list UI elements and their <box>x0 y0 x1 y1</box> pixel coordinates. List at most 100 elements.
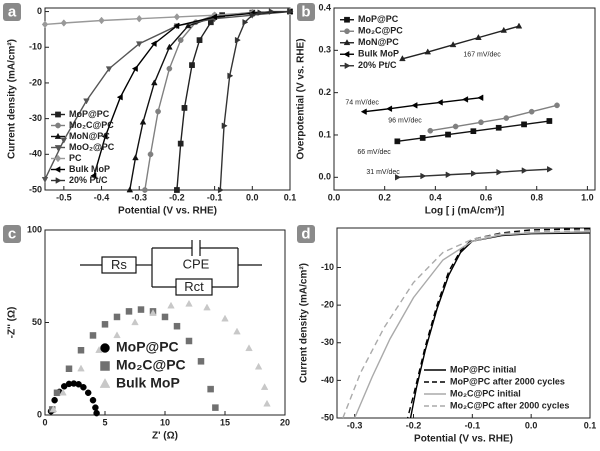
x-tick-label: -0.3 <box>347 420 363 430</box>
x-tick-label: 15 <box>220 417 230 427</box>
plot-frame <box>336 227 591 419</box>
marker <box>528 108 535 115</box>
annotation: 31 mV/dec <box>366 169 400 176</box>
marker <box>89 396 97 404</box>
marker <box>495 124 502 131</box>
marker <box>203 303 211 311</box>
y-axis-label: Current density (mA/cm²) <box>7 39 18 159</box>
legend-marker <box>54 166 61 173</box>
x-tick-label: 10 <box>160 417 170 427</box>
legend-label: MoN@PC <box>69 131 110 141</box>
panel-tag <box>297 225 315 243</box>
marker <box>184 22 192 29</box>
panel-label: d <box>301 225 310 242</box>
marker <box>177 37 184 43</box>
series-line <box>93 10 291 176</box>
y-tick-label: 0.2 <box>318 87 331 97</box>
marker <box>424 48 432 55</box>
marker <box>521 167 528 174</box>
marker <box>49 405 58 413</box>
y-tick-label: 0 <box>37 409 42 419</box>
marker <box>113 331 121 339</box>
y-tick-label: -50 <box>321 412 334 422</box>
marker <box>242 18 249 26</box>
series-line <box>430 104 558 132</box>
y-tick-label: -30 <box>29 113 42 123</box>
annotation: 66 mV/dec <box>357 149 391 156</box>
marker <box>41 176 49 183</box>
marker <box>221 314 229 322</box>
series-line <box>364 97 482 113</box>
marker <box>147 151 154 158</box>
marker <box>207 385 214 393</box>
marker <box>51 396 58 404</box>
marker <box>92 404 99 411</box>
marker <box>462 96 469 103</box>
series-line <box>402 25 520 60</box>
x-axis-label: Potential (V vs. RHE) <box>118 206 217 217</box>
marker <box>59 388 67 396</box>
marker <box>83 98 90 105</box>
marker <box>478 119 484 126</box>
series-line <box>44 10 291 180</box>
x-tick-label: -0.5 <box>56 192 72 202</box>
legend-label: 20% Pt/C <box>69 175 108 185</box>
marker <box>268 8 275 15</box>
x-tick-label: 0.6 <box>480 192 493 202</box>
marker <box>105 66 113 73</box>
marker <box>452 123 459 130</box>
y-tick-label: -10 <box>321 262 334 272</box>
marker <box>116 93 123 101</box>
x-tick-label: 0 <box>42 417 47 427</box>
legend-marker <box>344 16 350 23</box>
marker <box>217 186 224 194</box>
panel-tag <box>3 225 21 243</box>
marker <box>197 358 205 365</box>
marker <box>173 13 181 21</box>
legend-label: MoP@PC initial <box>450 364 516 374</box>
x-axis-label: Z' (Ω) <box>152 431 178 442</box>
panel-label: c <box>8 225 16 242</box>
marker <box>167 301 175 309</box>
x-tick-label: -0.1 <box>207 192 223 202</box>
marker <box>89 332 97 339</box>
marker <box>90 172 97 180</box>
x-tick-label: 0.0 <box>328 192 341 202</box>
marker <box>547 165 554 173</box>
marker <box>161 313 169 321</box>
marker <box>53 389 61 397</box>
marker <box>399 55 406 62</box>
legend-marker <box>54 132 62 139</box>
legend-label: Mo₂C@PC <box>69 120 114 130</box>
marker <box>136 14 143 23</box>
y-tick-label: 100 <box>27 224 42 234</box>
marker <box>132 154 139 161</box>
marker <box>131 65 138 72</box>
resistor <box>101 256 137 274</box>
marker <box>260 383 269 390</box>
marker <box>75 381 82 388</box>
panel-label: b <box>301 3 310 20</box>
y-tick-label: -30 <box>321 337 334 347</box>
legend-label: Bulk MoP <box>116 375 180 391</box>
marker <box>80 384 87 391</box>
x-tick-label: 0.0 <box>525 420 538 430</box>
marker <box>521 121 527 128</box>
legend-marker <box>54 154 62 163</box>
legend-label: MoO₂@PC <box>69 142 115 152</box>
y-tick-label: -20 <box>321 300 334 310</box>
legend-label: Bulk MoP <box>69 164 110 174</box>
marker <box>98 16 105 25</box>
marker <box>196 37 203 43</box>
y-tick-label: -40 <box>321 375 334 385</box>
legend-marker <box>344 28 350 35</box>
marker <box>150 40 157 47</box>
legend-label: Bulk MoP <box>358 49 399 59</box>
series-line <box>406 228 591 419</box>
marker <box>515 22 523 29</box>
marker <box>137 306 145 313</box>
series-line <box>342 229 591 419</box>
marker <box>166 43 173 50</box>
y-tick-label: 0.1 <box>318 129 331 139</box>
